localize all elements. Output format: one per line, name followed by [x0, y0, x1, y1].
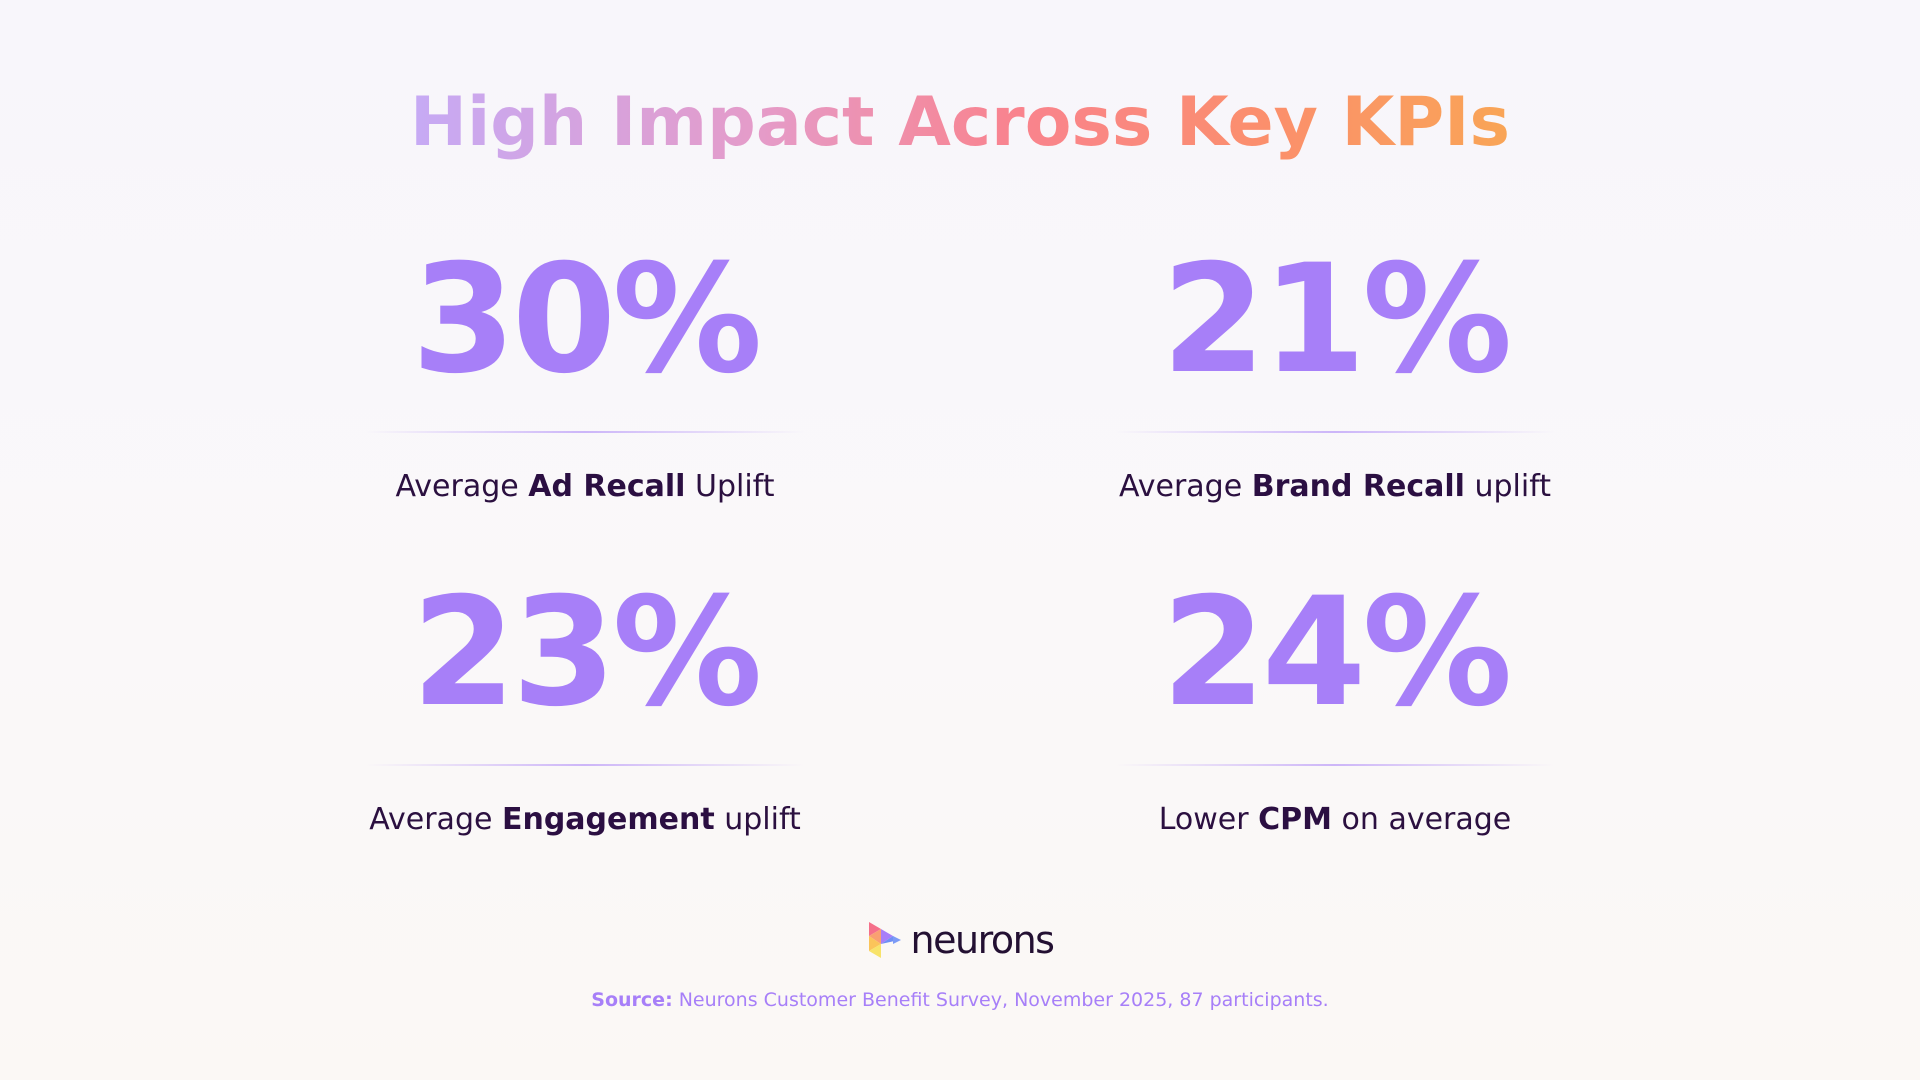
stat-label-emphasis: Brand Recall [1251, 469, 1465, 504]
stat-label-suffix: on average [1332, 802, 1512, 837]
stat-label-suffix: uplift [1464, 469, 1552, 504]
source-label: Source: [591, 989, 673, 1011]
stat-divider [1115, 431, 1555, 433]
stat-label-emphasis: Ad Recall [528, 469, 686, 504]
stat-cpm: 24% Lower CPM on average [1115, 578, 1555, 840]
page-title-text: High Impact Across Key KPIs [410, 83, 1510, 162]
stat-label: Average Brand Recall uplift [1115, 467, 1555, 507]
stat-label: Average Ad Recall Uplift [365, 467, 805, 507]
stat-engagement: 23% Average Engagement uplift [365, 578, 805, 840]
stat-value: 24% [1161, 566, 1512, 740]
neurons-logo-icon [868, 922, 901, 958]
stat-divider [365, 431, 805, 433]
source-note: Source: Neurons Customer Benefit Survey,… [0, 988, 1920, 1012]
page-title: High Impact Across Key KPIs [0, 78, 1920, 168]
brand-logo: neurons [0, 918, 1920, 962]
stat-value: 30% [411, 233, 762, 407]
stat-brand-recall: 21% Average Brand Recall uplift [1115, 245, 1555, 507]
stat-ad-recall: 30% Average Ad Recall Uplift [365, 245, 805, 507]
stat-label-emphasis: CPM [1258, 802, 1332, 837]
stat-label-prefix: Lower [1158, 802, 1259, 837]
source-text: Neurons Customer Benefit Survey, Novembe… [672, 989, 1329, 1011]
stat-value: 21% [1161, 233, 1512, 407]
stat-label: Lower CPM on average [1115, 800, 1555, 840]
stat-value: 23% [411, 566, 762, 740]
stat-divider [1115, 764, 1555, 766]
stat-label-suffix: uplift [714, 802, 801, 837]
stat-label-prefix: Average [1118, 469, 1252, 504]
stat-label-prefix: Average [369, 802, 502, 837]
stat-label-suffix: Uplift [685, 469, 775, 504]
stat-divider [365, 764, 805, 766]
stat-label-emphasis: Engagement [501, 802, 715, 837]
stat-label: Average Engagement uplift [365, 800, 805, 840]
stat-label-prefix: Average [395, 469, 529, 504]
brand-name: neurons [910, 918, 1055, 962]
